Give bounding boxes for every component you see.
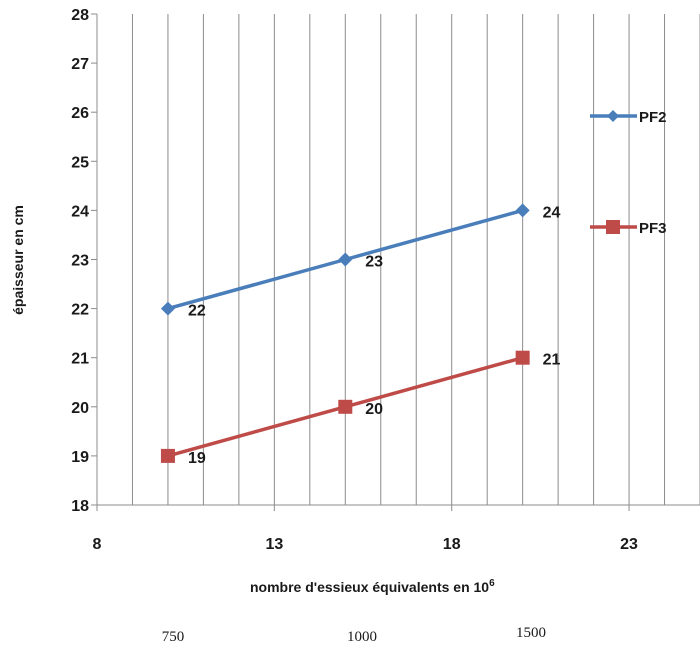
axes: 18 19 20 21 22 23 24 25 26 27 28 8 13 18 23 (71, 7, 700, 553)
x-axis-title-exponent: 6 (489, 578, 495, 589)
y-tick-label-26: 26 (71, 105, 89, 122)
secondary-label-2: 1000 (347, 629, 377, 645)
point-PF2-1 (338, 252, 353, 267)
point-PF3-1 (338, 399, 353, 414)
legend: PF2 PF3 (590, 109, 667, 237)
point-PF3-2 (515, 350, 530, 365)
data-label-PF3-1: 20 (365, 401, 383, 418)
data-label-PF3-2: 21 (543, 352, 561, 369)
secondary-label-1: 750 (162, 629, 185, 645)
data-label-PF2-1: 23 (365, 254, 383, 271)
y-tick-label-19: 19 (71, 449, 89, 466)
secondary-label-3: 1500 (516, 625, 546, 641)
data-label-PF3-0: 19 (188, 450, 206, 467)
y-tick-label-18: 18 (71, 498, 89, 515)
x-axis-title: nombre d'essieux équivalents en 106 (250, 578, 495, 595)
y-tick-label-21: 21 (71, 351, 89, 368)
x-tick-label-18: 18 (443, 536, 461, 553)
legend-label-PF2: PF2 (639, 109, 667, 126)
legend-marker-PF3 (606, 220, 620, 234)
point-PF3-0 (160, 448, 175, 463)
series (160, 203, 530, 463)
legend-marker-PF2 (607, 110, 619, 122)
data-label-PF2-0: 22 (188, 303, 206, 320)
point-PF2-0 (160, 301, 175, 316)
y-tick-label-28: 28 (71, 7, 89, 24)
y-tick-label-20: 20 (71, 400, 89, 417)
y-axis-title: épaisseur en cm (10, 205, 26, 315)
y-tick-label-24: 24 (71, 203, 89, 220)
x-tick-label-13: 13 (265, 536, 283, 553)
grid (131, 14, 700, 505)
x-tick-label-23: 23 (620, 536, 638, 553)
y-tick-label-22: 22 (71, 302, 89, 319)
y-tick-label-23: 23 (71, 253, 89, 270)
x-axis-title-main: nombre d'essieux équivalents en 10 (250, 579, 489, 595)
data-label-PF2-2: 24 (543, 204, 561, 221)
x-tick-label-8: 8 (93, 536, 102, 553)
legend-label-PF3: PF3 (639, 220, 667, 237)
point-PF2-2 (515, 203, 530, 218)
labels: 22 23 24 19 20 21 (188, 204, 561, 467)
y-tick-label-25: 25 (71, 154, 89, 171)
y-tick-label-27: 27 (71, 56, 89, 73)
